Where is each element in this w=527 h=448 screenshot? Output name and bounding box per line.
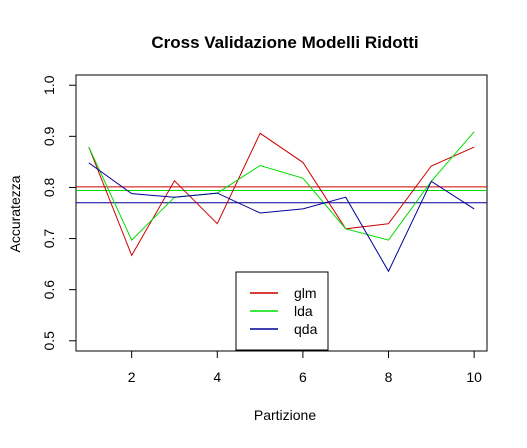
y-axis: 0.5 0.6 0.7 0.8 0.9 1.0 <box>41 75 77 351</box>
legend: glm lda qda <box>235 271 329 351</box>
y-tick-label: 0.6 <box>41 280 57 300</box>
x-tick-label: 6 <box>299 369 307 385</box>
y-axis-label: Accuratezza <box>7 175 23 252</box>
chart-title: Cross Validazione Modelli Ridotti <box>151 33 418 52</box>
y-tick-label: 0.5 <box>41 331 57 351</box>
legend-label-qda: qda <box>294 321 318 337</box>
mean-lines <box>76 186 487 204</box>
legend-label-lda: lda <box>294 303 313 319</box>
y-tick-label: 0.7 <box>41 229 57 249</box>
y-tick-label: 0.9 <box>41 126 57 146</box>
x-tick-label: 2 <box>128 369 136 385</box>
series-line-glm <box>88 132 475 257</box>
series-line-qda <box>88 162 475 273</box>
y-tick-label: 1.0 <box>41 75 57 95</box>
x-axis-label: Partizione <box>254 407 316 423</box>
series-lines <box>88 131 475 273</box>
legend-box <box>235 271 329 351</box>
series-line-lda <box>88 131 475 241</box>
y-tick-label: 0.8 <box>41 178 57 198</box>
x-tick-label: 4 <box>213 369 221 385</box>
legend-label-glm: glm <box>294 285 317 301</box>
x-axis: 2 4 6 8 10 <box>128 350 482 385</box>
x-tick-label: 8 <box>385 369 393 385</box>
x-tick-label: 10 <box>466 369 482 385</box>
